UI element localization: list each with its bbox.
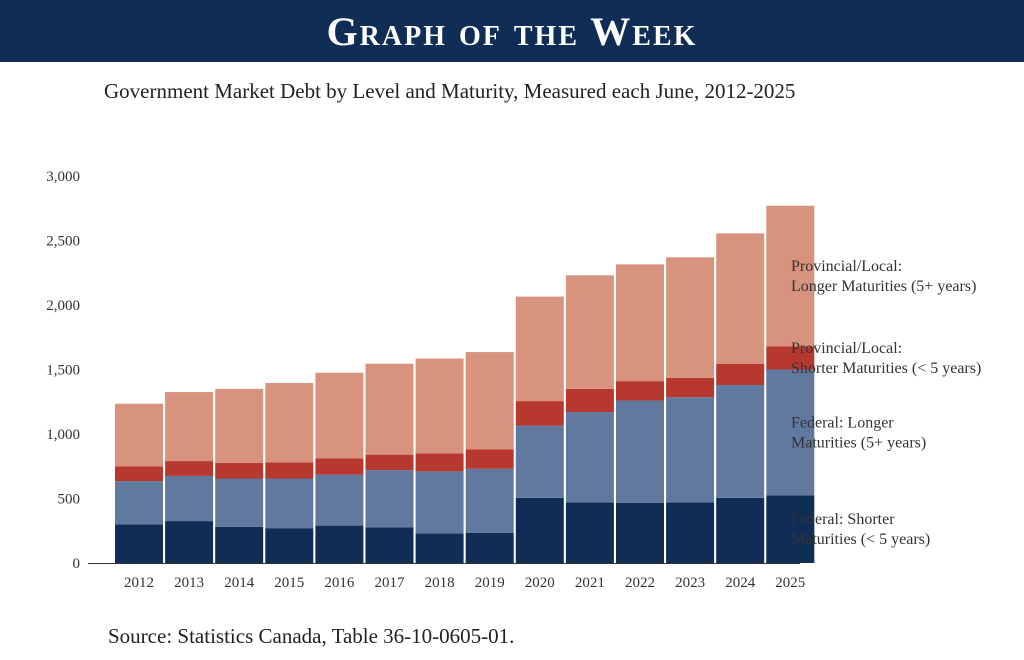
x-tick-label: 2018 bbox=[425, 575, 455, 591]
x-tick-label: 2023 bbox=[675, 575, 705, 591]
chart-title: Government Market Debt by Level and Matu… bbox=[104, 79, 796, 103]
legend-label: Federal: Longer bbox=[791, 414, 894, 431]
legend-label: Maturities (5+ years) bbox=[791, 434, 926, 451]
source-note: Source: Statistics Canada, Table 36-10-0… bbox=[108, 624, 515, 648]
x-tick-label: 2012 bbox=[124, 575, 154, 591]
bar-segment bbox=[215, 388, 264, 464]
bar-segment bbox=[666, 377, 715, 398]
x-tick-label: 2025 bbox=[775, 575, 805, 591]
bar-segment bbox=[565, 502, 614, 563]
bar-segment bbox=[115, 524, 163, 563]
bar-segment bbox=[215, 463, 264, 479]
bar-segment bbox=[616, 381, 664, 401]
legend-label: Provincial/Local: bbox=[791, 258, 902, 275]
bar-segment bbox=[365, 363, 414, 455]
bar-segment bbox=[766, 205, 815, 347]
bar-segment bbox=[666, 257, 715, 378]
x-tick-label: 2015 bbox=[274, 575, 304, 591]
bar-segment bbox=[165, 392, 214, 462]
x-tick-label: 2022 bbox=[625, 575, 655, 591]
y-tick-label: 1,000 bbox=[46, 427, 80, 443]
bar-segment bbox=[716, 497, 765, 563]
bar-segment bbox=[215, 478, 264, 527]
bar-segment bbox=[766, 346, 815, 370]
bar-segment bbox=[415, 471, 464, 534]
bar-segment bbox=[515, 497, 564, 563]
bar-segment bbox=[616, 264, 664, 382]
bar-segment bbox=[165, 475, 214, 522]
bar-segment bbox=[265, 462, 314, 479]
x-tick-label: 2024 bbox=[725, 575, 756, 591]
bar-segment bbox=[716, 233, 765, 364]
banner-title: Graph of the Week bbox=[326, 8, 698, 54]
bar-segment bbox=[515, 425, 564, 498]
bar-segment bbox=[766, 495, 815, 563]
bar-segment bbox=[415, 358, 464, 454]
legend-label: Maturities (< 5 years) bbox=[791, 531, 930, 548]
bar-segment bbox=[565, 388, 614, 413]
bar-segment bbox=[265, 478, 314, 529]
legend-label: Shorter Maturities (< 5 years) bbox=[791, 360, 981, 377]
bar-segment bbox=[515, 296, 564, 402]
bar-segment bbox=[165, 461, 214, 476]
bar-segment bbox=[415, 453, 464, 472]
y-tick-label: 2,000 bbox=[46, 298, 80, 314]
bar-segment bbox=[115, 466, 163, 482]
bar-segment bbox=[515, 401, 564, 426]
y-tick-label: 2,500 bbox=[46, 234, 80, 250]
bar-segment bbox=[565, 412, 614, 503]
bar-segment bbox=[465, 468, 514, 533]
bar-segment bbox=[415, 533, 464, 563]
bar-segment bbox=[666, 502, 715, 563]
bar-segment bbox=[315, 474, 364, 526]
bar-segment bbox=[115, 403, 163, 467]
bar-segment bbox=[165, 521, 214, 563]
bar-segment bbox=[365, 470, 414, 528]
bar-segment bbox=[565, 275, 614, 389]
x-tick-label: 2020 bbox=[525, 575, 555, 591]
bar-segment bbox=[465, 449, 514, 469]
x-tick-label: 2013 bbox=[174, 575, 204, 591]
bar-segment bbox=[766, 369, 815, 496]
x-tick-label: 2021 bbox=[575, 575, 605, 591]
legend-label: Federal: Shorter bbox=[791, 511, 895, 528]
bar-segment bbox=[465, 532, 514, 563]
bar-segment bbox=[315, 372, 364, 459]
bar-segment bbox=[115, 481, 163, 525]
y-tick-label: 1,500 bbox=[46, 363, 80, 379]
bar-segment bbox=[365, 527, 414, 563]
bar-segment bbox=[315, 458, 364, 475]
y-tick-label: 0 bbox=[73, 556, 81, 572]
x-tick-label: 2017 bbox=[375, 575, 406, 591]
bar-segment bbox=[365, 454, 414, 471]
bar-segment bbox=[315, 525, 364, 563]
bar-segment bbox=[716, 363, 765, 385]
bar-segment bbox=[265, 528, 314, 563]
bar-segment bbox=[465, 352, 514, 450]
legend-label: Longer Maturities (5+ years) bbox=[791, 278, 976, 295]
x-tick-label: 2014 bbox=[224, 575, 255, 591]
y-tick-label: 500 bbox=[58, 492, 81, 508]
bar-segment bbox=[265, 383, 314, 463]
bar-segment bbox=[666, 397, 715, 503]
bar-segment bbox=[616, 400, 664, 504]
bar-segment bbox=[215, 526, 264, 563]
x-tick-label: 2016 bbox=[324, 575, 355, 591]
x-tick-label: 2019 bbox=[475, 575, 505, 591]
bar-segment bbox=[616, 503, 664, 563]
bar-segment bbox=[716, 384, 765, 498]
header-banner: Graph of the Week bbox=[0, 0, 1024, 62]
legend-label: Provincial/Local: bbox=[791, 340, 902, 357]
y-tick-label: 3,000 bbox=[46, 169, 80, 185]
